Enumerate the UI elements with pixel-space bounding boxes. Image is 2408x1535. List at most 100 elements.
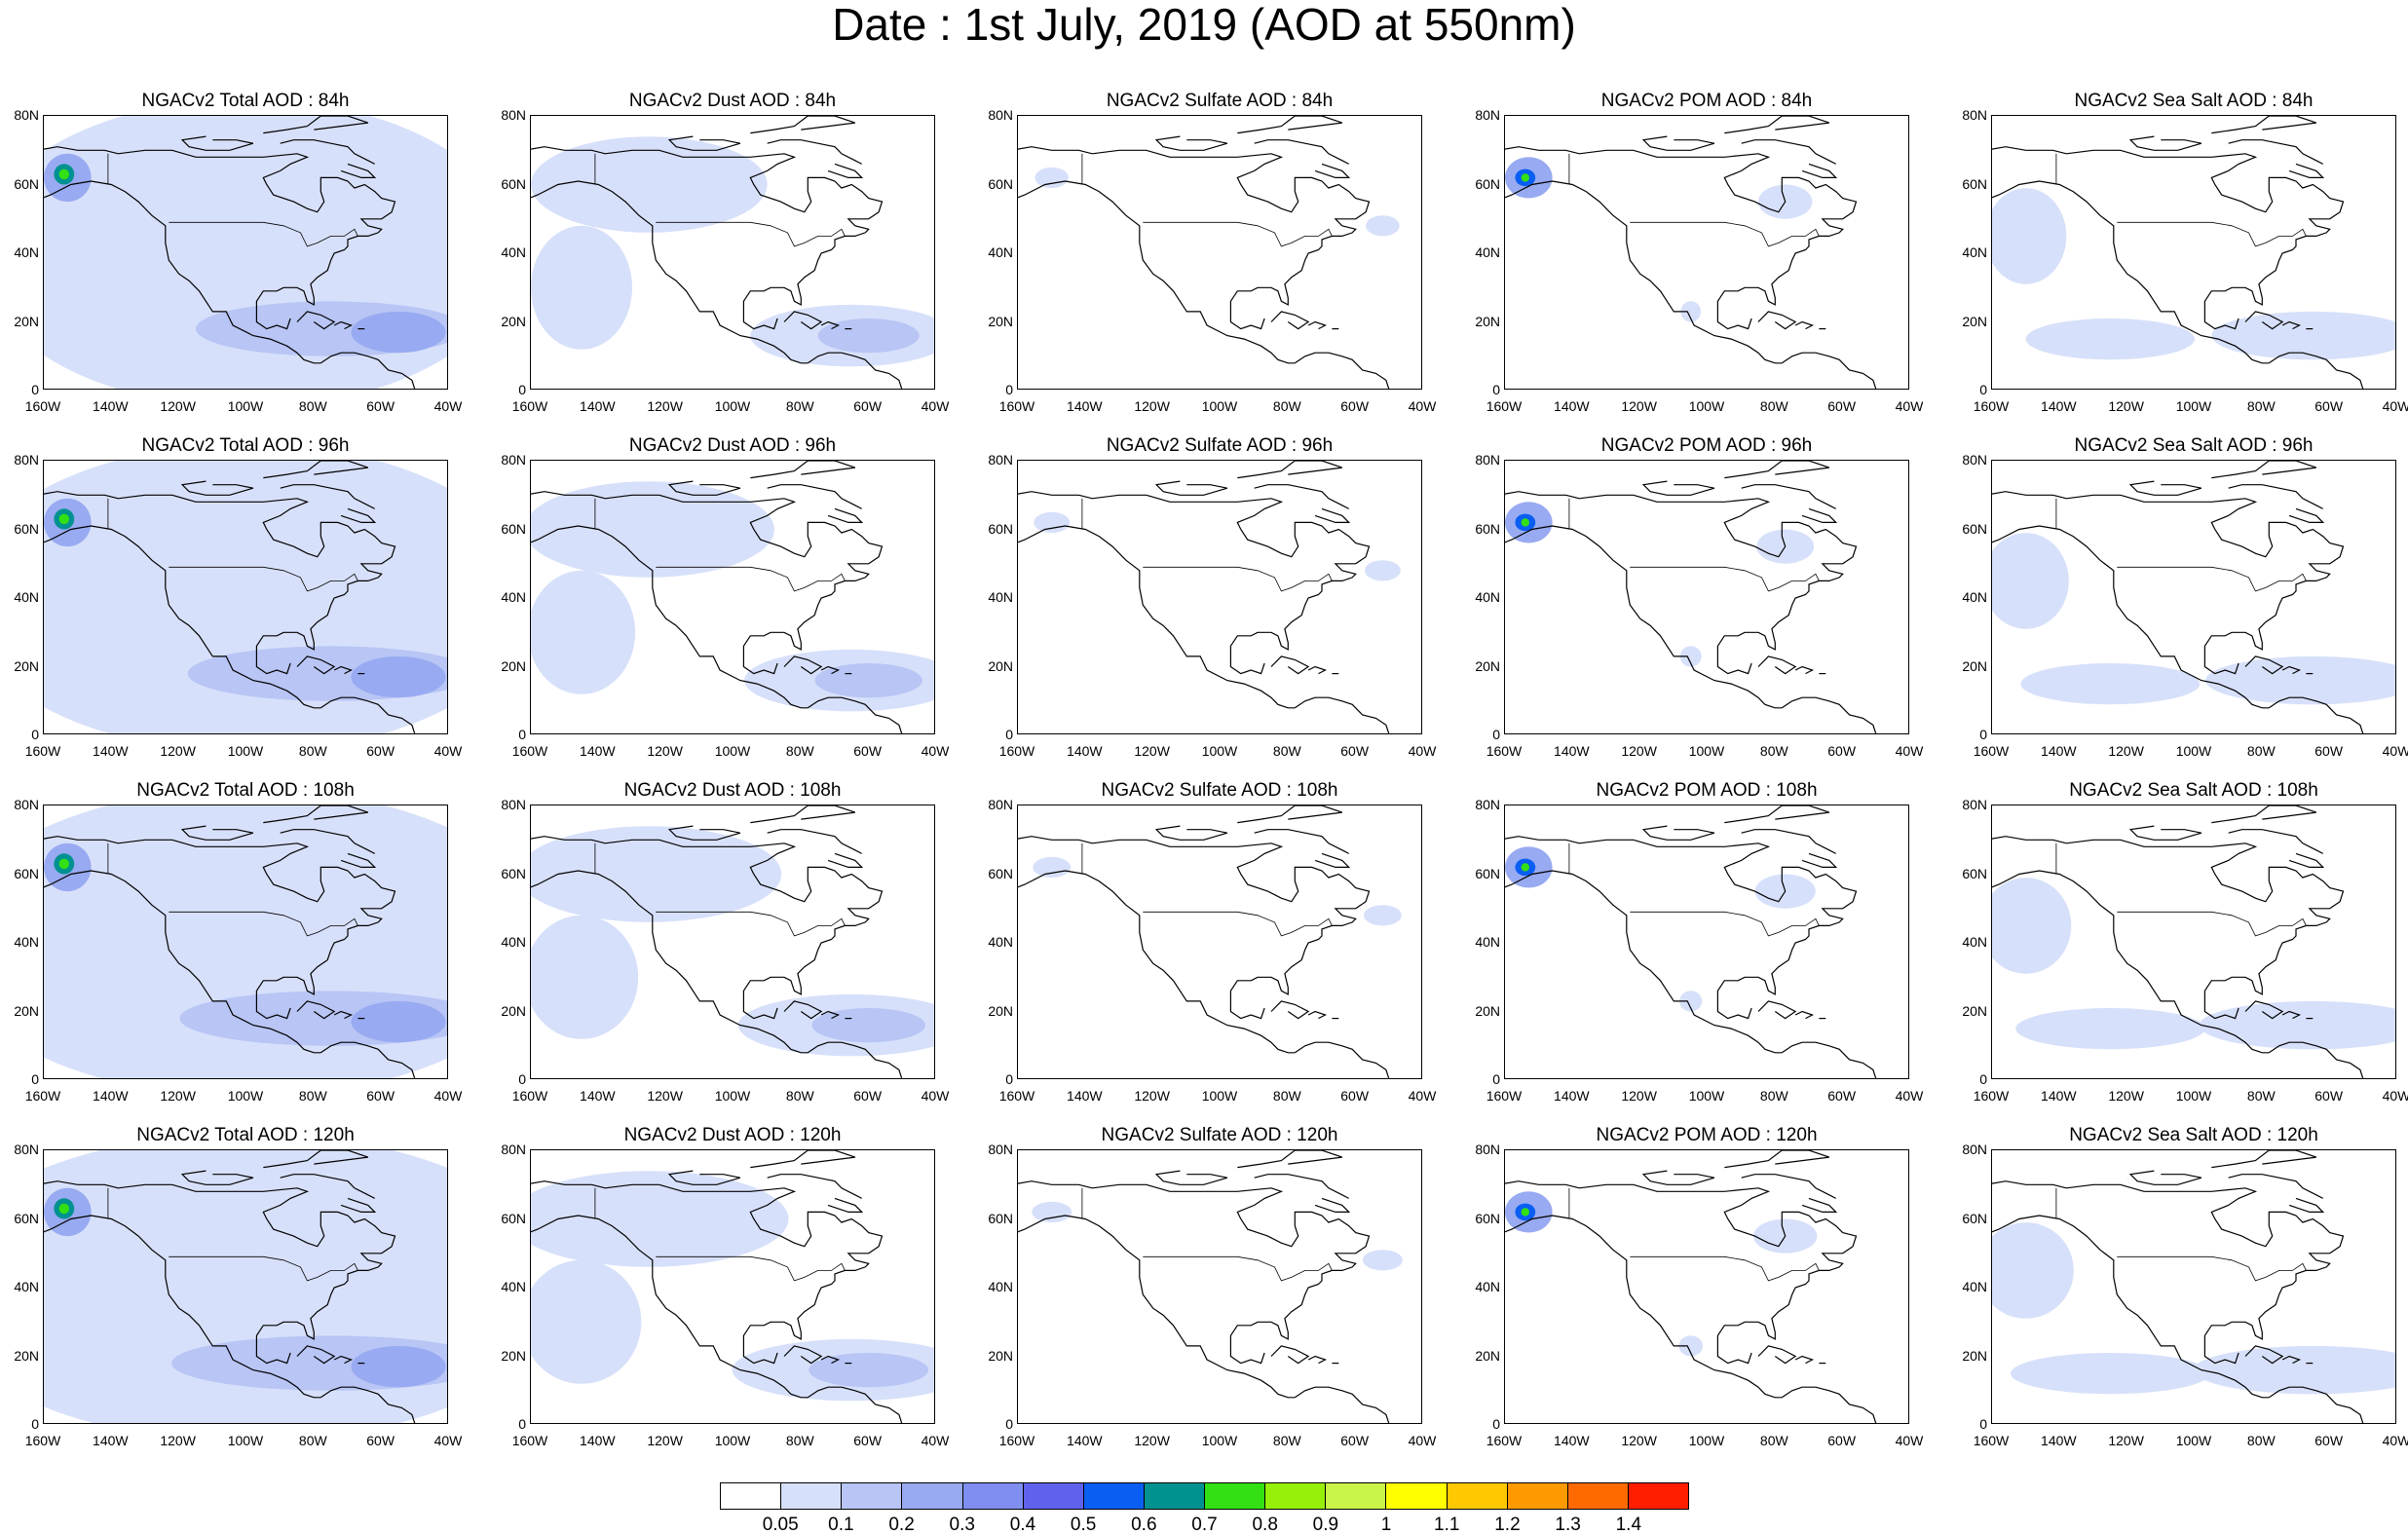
map-total-120h bbox=[43, 1149, 448, 1424]
lat-tick-label: 80N bbox=[1475, 1142, 1500, 1157]
coastline-4 bbox=[1641, 825, 1715, 841]
lon-tick-label: 60W bbox=[366, 398, 395, 414]
lon-tick-label: 120W bbox=[1134, 1433, 1170, 1448]
map-sulfate-120h bbox=[1017, 1149, 1422, 1424]
lon-tick-label: 100W bbox=[2175, 1088, 2212, 1104]
coastline-5 bbox=[750, 116, 855, 134]
lon-tick-label: 160W bbox=[511, 743, 548, 759]
aod-contour-pom-4 bbox=[1679, 646, 1702, 667]
lon-tick-label: 80W bbox=[1272, 1088, 1301, 1104]
lon-tick-label: 120W bbox=[2108, 398, 2144, 414]
coastline-5 bbox=[2211, 1150, 2316, 1169]
lat-tick-label: 40N bbox=[14, 244, 39, 260]
lat-tick-label: 60N bbox=[501, 175, 526, 192]
lon-tick-label: 140W bbox=[1554, 1088, 1590, 1104]
lon-tick-label: 80W bbox=[1272, 1433, 1301, 1448]
lon-tick-label: 160W bbox=[998, 743, 1035, 759]
coastline-7 bbox=[820, 665, 841, 675]
coastline-0 bbox=[1018, 180, 1296, 364]
coastline-1 bbox=[807, 1041, 903, 1078]
lat-tick-label: 0 bbox=[31, 1071, 39, 1087]
colorbar-label: 0.05 bbox=[762, 1515, 799, 1535]
lon-tick-label: 40W bbox=[2382, 1433, 2408, 1448]
coastline-7 bbox=[820, 320, 841, 330]
coastline-7 bbox=[2281, 320, 2302, 330]
lat-tick-label: 20N bbox=[14, 313, 39, 329]
coastline-7 bbox=[333, 1010, 354, 1020]
us-canada-border bbox=[1143, 566, 1333, 592]
lon-tick-label: 80W bbox=[2246, 1433, 2276, 1448]
lat-tick-label: 80N bbox=[988, 1142, 1013, 1157]
lat-tick-label: 40N bbox=[14, 589, 39, 605]
colorbar-box-14 bbox=[1567, 1483, 1629, 1509]
aod-contour-total-2 bbox=[351, 1001, 446, 1043]
lat-tick-label: 60N bbox=[14, 865, 39, 881]
lon-tick-label: 160W bbox=[998, 398, 1035, 414]
lat-tick-label: 0 bbox=[1005, 1071, 1013, 1087]
coastline-5 bbox=[750, 461, 855, 479]
colorbar-label: 1.1 bbox=[1434, 1515, 1460, 1535]
lat-tick-label: 0 bbox=[1005, 727, 1013, 742]
aod-contour-total-5 bbox=[58, 1203, 69, 1215]
map-total-96h bbox=[43, 460, 448, 734]
coastline-3 bbox=[767, 484, 862, 509]
map-canvas bbox=[531, 1150, 934, 1423]
aod-contour-total-2 bbox=[351, 1346, 446, 1388]
lon-tick-label: 80W bbox=[1759, 398, 1788, 414]
lat-tick-label: 40N bbox=[1475, 1279, 1500, 1294]
lat-tick-label: 80N bbox=[501, 452, 526, 468]
map-pom-84h bbox=[1504, 115, 1909, 390]
lat-tick-label: 80N bbox=[1962, 452, 1987, 468]
coastline-3 bbox=[1254, 484, 1349, 509]
colorbar-label: 1 bbox=[1380, 1515, 1392, 1535]
coastline-6 bbox=[783, 655, 823, 675]
lon-tick-label: 60W bbox=[853, 1433, 883, 1448]
coastline-9 bbox=[340, 1197, 377, 1214]
coastline-9 bbox=[1314, 163, 1351, 179]
lat-tick-label: 60N bbox=[14, 175, 39, 192]
lat-tick-label: 40N bbox=[501, 589, 526, 605]
lon-tick-label: 160W bbox=[24, 1088, 61, 1104]
coastline-3 bbox=[280, 829, 375, 854]
lon-tick-label: 160W bbox=[511, 1433, 548, 1448]
coastline-9 bbox=[2288, 507, 2325, 524]
coastline-5 bbox=[263, 1150, 368, 1169]
map-sulfate-108h bbox=[1017, 805, 1422, 1079]
lon-tick-label: 80W bbox=[785, 1433, 814, 1448]
colorbar-label: 0.8 bbox=[1252, 1515, 1278, 1535]
lat-tick-label: 80N bbox=[1962, 107, 1987, 123]
lat-tick-label: 20N bbox=[988, 1002, 1013, 1019]
colorbar-box-9 bbox=[1265, 1483, 1327, 1509]
lat-tick-label: 0 bbox=[518, 1071, 526, 1087]
lon-tick-label: 160W bbox=[511, 398, 548, 414]
lat-tick-label: 80N bbox=[501, 1142, 526, 1157]
lon-tick-label: 100W bbox=[2175, 1433, 2212, 1448]
lon-tick-label: 60W bbox=[1827, 1088, 1857, 1104]
lon-tick-label: 60W bbox=[366, 743, 395, 759]
lon-tick-label: 100W bbox=[714, 1088, 751, 1104]
colorbar-label: 0.7 bbox=[1191, 1515, 1218, 1535]
lat-tick-label: 60N bbox=[14, 520, 39, 537]
lat-tick-label: 40N bbox=[501, 934, 526, 950]
lat-tick-label: 0 bbox=[1005, 1416, 1013, 1432]
us-canada-border bbox=[656, 566, 846, 592]
aod-contour-seasalt-0 bbox=[1992, 1222, 2074, 1319]
colorbar-label: 0.1 bbox=[828, 1515, 854, 1535]
coastline-9 bbox=[340, 852, 377, 869]
coastline-4 bbox=[1154, 480, 1228, 496]
lat-tick-label: 40N bbox=[501, 244, 526, 260]
lon-tick-label: 80W bbox=[1759, 1088, 1788, 1104]
lon-tick-label: 160W bbox=[998, 1088, 1035, 1104]
lon-tick-label: 120W bbox=[647, 398, 683, 414]
us-canada-border bbox=[169, 566, 358, 592]
lat-tick-label: 80N bbox=[14, 1142, 39, 1157]
lon-tick-label: 80W bbox=[1272, 743, 1301, 759]
map-canvas bbox=[531, 805, 934, 1078]
map-canvas bbox=[1018, 116, 1400, 389]
lon-tick-label: 120W bbox=[647, 1088, 683, 1104]
lat-tick-label: 0 bbox=[518, 727, 526, 742]
lat-tick-label: 60N bbox=[1475, 520, 1500, 537]
aod-contour-pom-2 bbox=[1521, 1208, 1529, 1217]
lon-tick-label: 160W bbox=[24, 1433, 61, 1448]
aod-contour-total-5 bbox=[58, 858, 69, 870]
